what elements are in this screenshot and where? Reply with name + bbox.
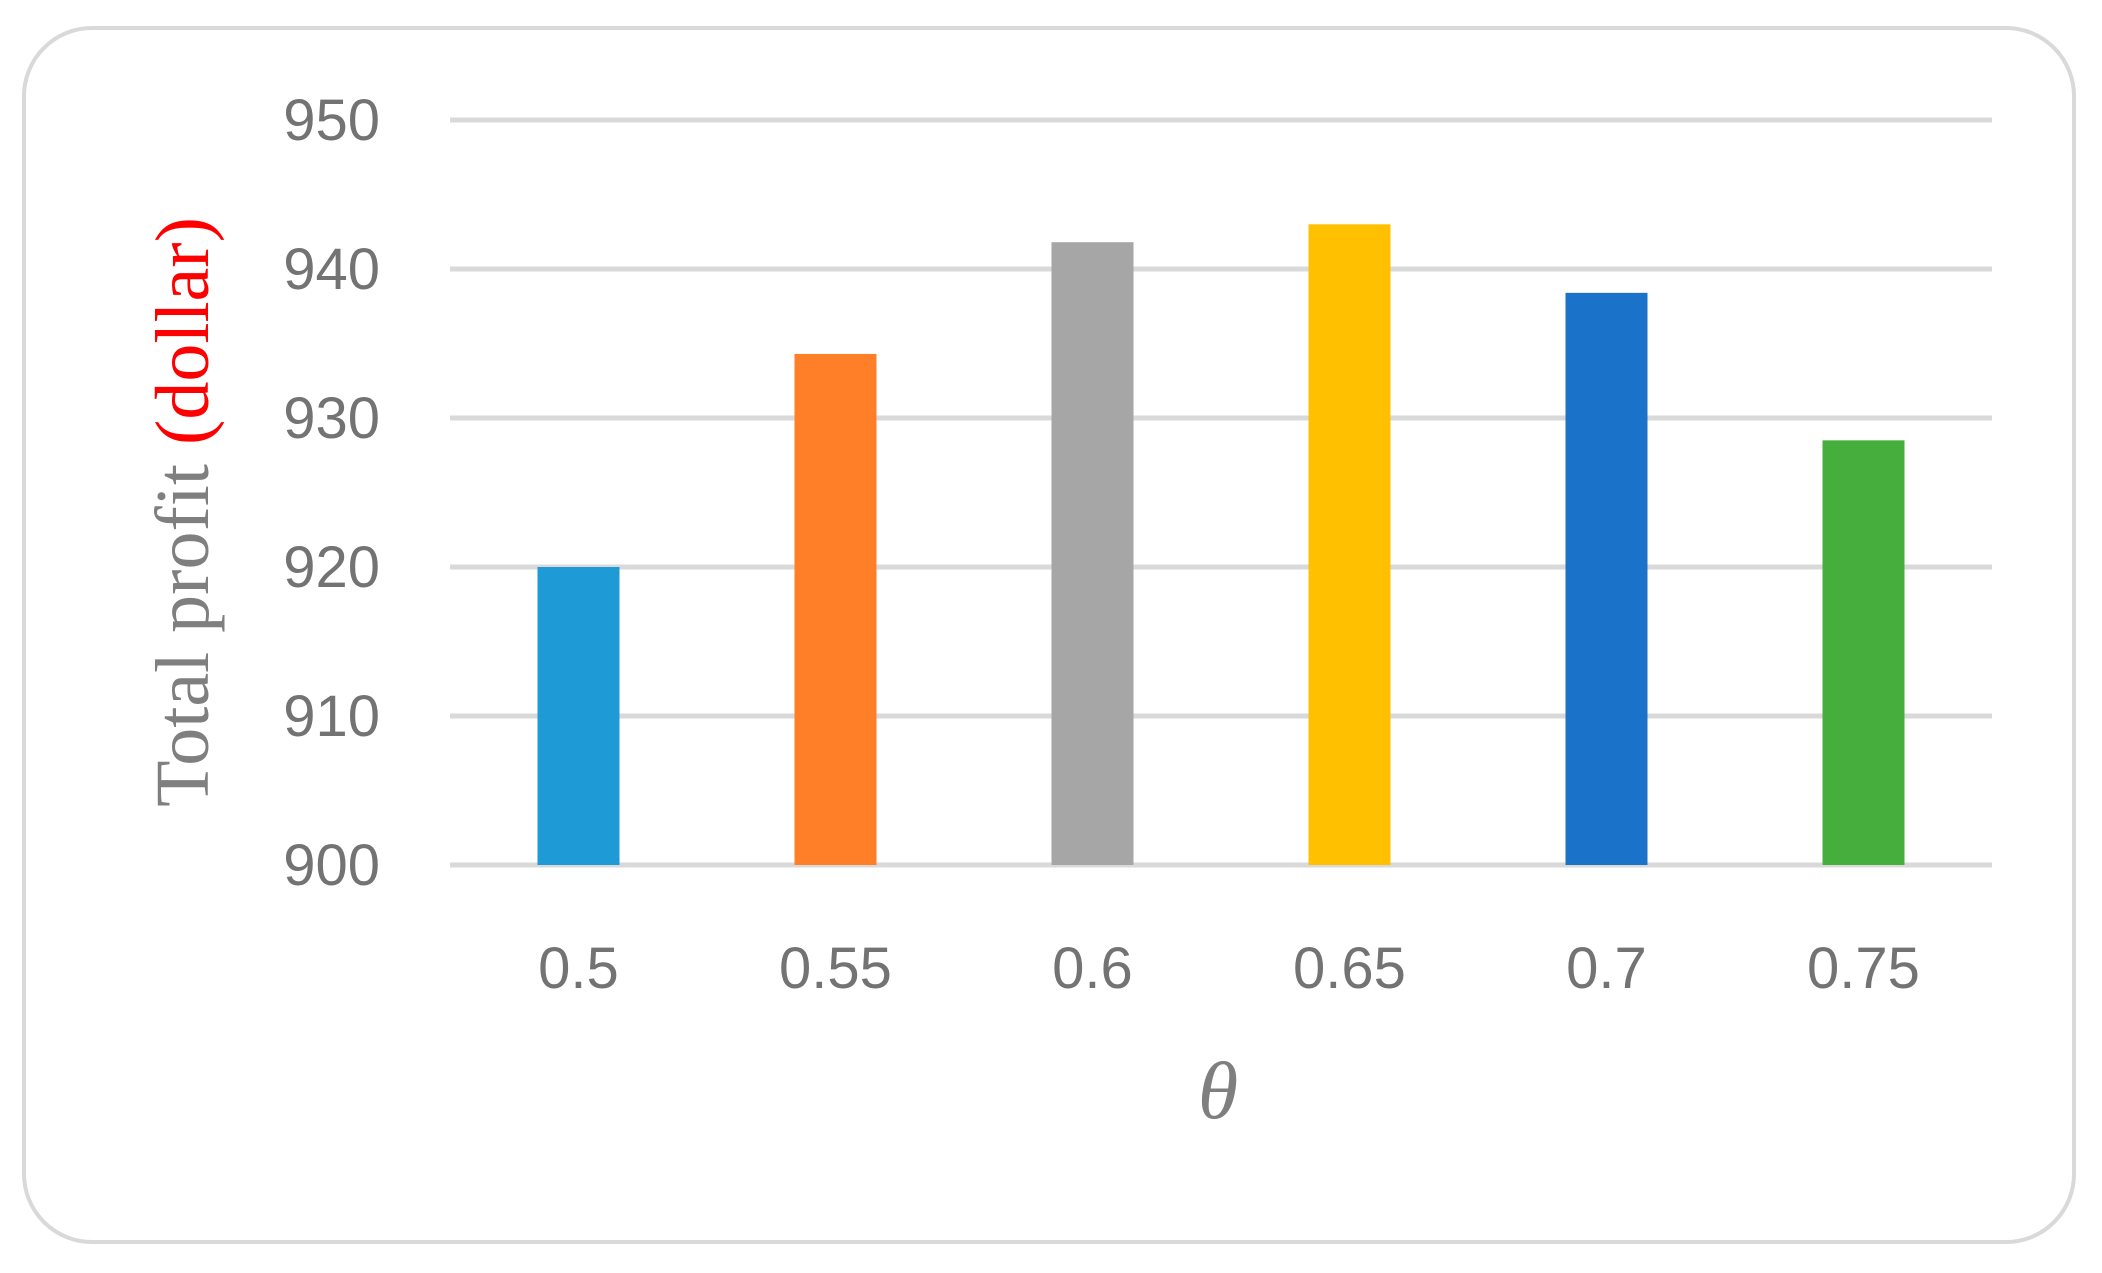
y-tick-label: 930 [283,386,380,451]
y-tick-label: 910 [283,684,380,749]
y-axis-label-unit: (dollar) [141,217,225,445]
x-tick-label: 0.5 [538,936,619,1001]
bar-0.75 [1822,440,1905,865]
x-tick-label: 0.55 [779,936,892,1001]
bar-0.5 [537,567,620,865]
x-tick-labels: 0.5 0.55 0.6 0.65 0.7 0.75 [538,936,1920,1001]
y-tick-label: 950 [283,88,380,153]
x-tick-label: 0.75 [1807,936,1920,1001]
y-tick-label: 920 [283,535,380,600]
y-tick-label: 900 [283,833,380,898]
bar-0.6 [1051,242,1134,865]
bar-0.7 [1565,292,1648,866]
x-axis-label: θ [1198,1045,1238,1136]
x-tick-label: 0.7 [1566,936,1647,1001]
x-tick-label: 0.6 [1052,936,1133,1001]
gridlines [450,117,1992,868]
bar-0.65 [1308,224,1391,866]
chart-frame [22,26,2076,1244]
y-tick-label: 940 [283,237,380,302]
y-tick-labels: 900 910 920 930 940 950 [283,88,380,898]
y-axis-label: Total profit (dollar) [141,217,225,807]
x-tick-label: 0.65 [1293,936,1406,1001]
bar-0.55 [794,353,877,865]
y-axis-label-main: Total profit [141,445,225,807]
bars [537,224,1905,866]
